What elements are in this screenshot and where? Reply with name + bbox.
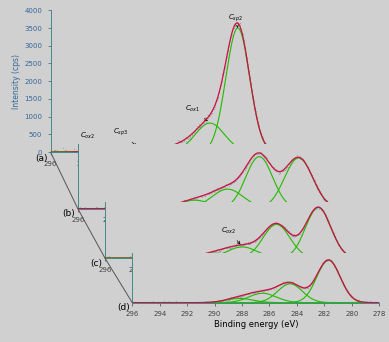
Text: $C_{ox2}$: $C_{ox2}$ xyxy=(221,225,240,244)
Text: $C_{sp2}$: $C_{sp2}$ xyxy=(228,12,243,27)
Text: $C_{ox1}$: $C_{ox1}$ xyxy=(185,104,207,121)
Text: (d): (d) xyxy=(117,303,130,312)
Text: $C_{sp3}$: $C_{sp3}$ xyxy=(113,126,137,146)
Y-axis label: Intensity (cps): Intensity (cps) xyxy=(12,54,21,109)
Text: (c): (c) xyxy=(90,259,102,268)
Text: $C_{ox2}$: $C_{ox2}$ xyxy=(80,131,103,148)
Text: (b): (b) xyxy=(62,209,75,218)
Text: (a): (a) xyxy=(35,154,47,162)
X-axis label: Binding energy (eV): Binding energy (eV) xyxy=(214,320,298,329)
